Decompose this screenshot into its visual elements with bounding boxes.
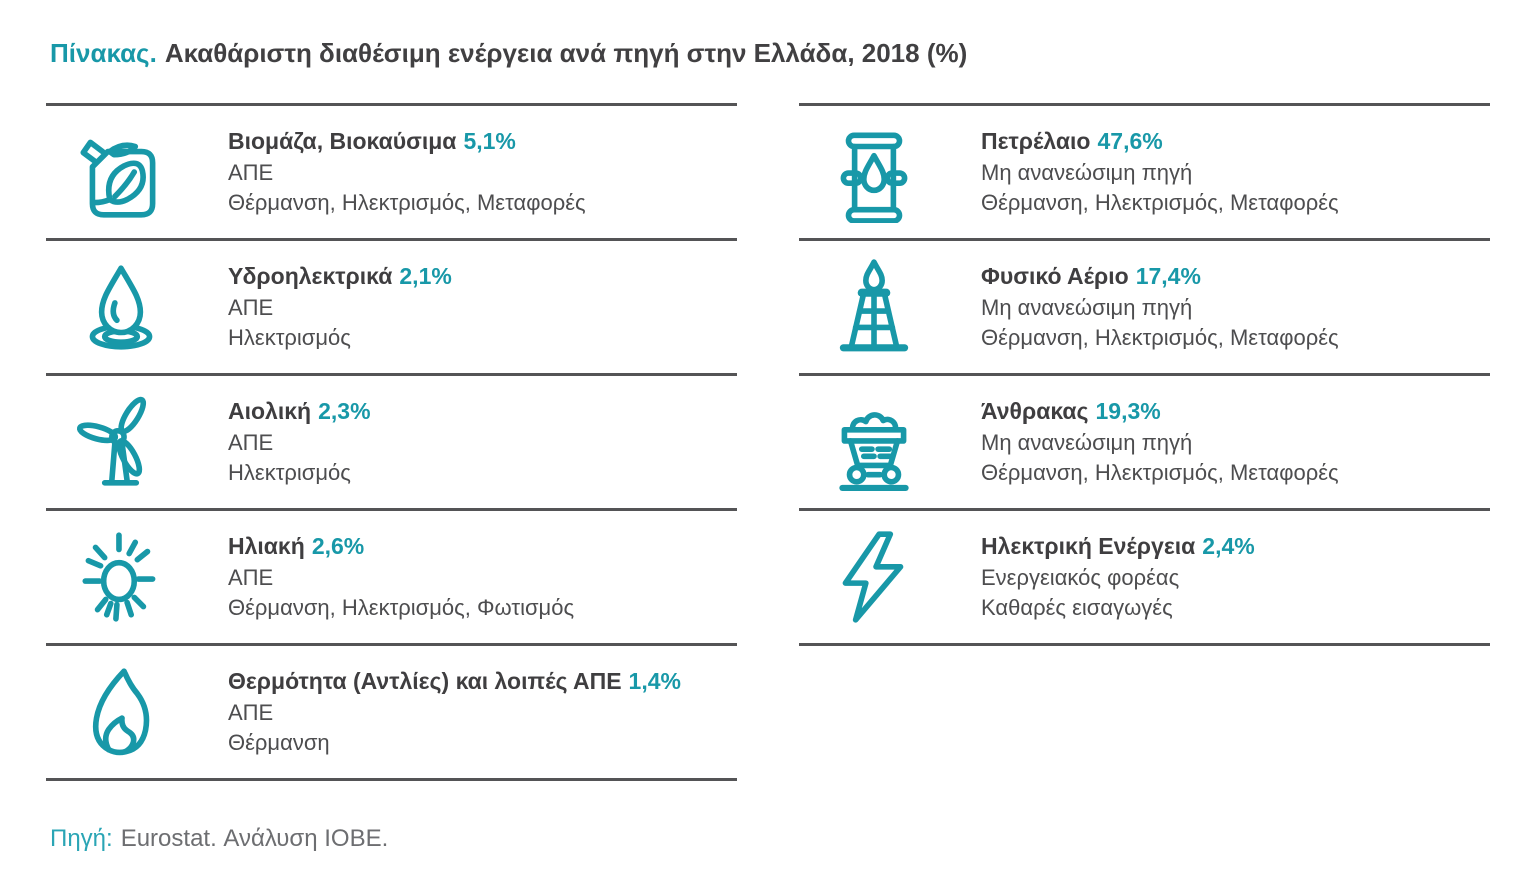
page-title: Πίνακας. Ακαθάριστη διαθέσιμη ενέργεια αν… [50,38,1490,69]
energy-name: Πετρέλαιο [981,128,1091,154]
energy-value: 2,6% [311,533,365,559]
energy-row: Άνθρακας 19,3% Μη ανανεώσιμη πηγή Θέρμανση,… [799,373,1490,508]
energy-name-line: Πετρέλαιο 47,6% [981,126,1339,156]
energy-uses: Θέρμανση, Ηλεκτρισμός, Φωτισμός [228,595,575,620]
source-note: Πηγή: Eurostat. Ανάλυση ΙΟΒΕ. [50,825,1490,853]
energy-table: Βιομάζα, Βιοκαύσιμα 5,1% ΑΠΕ Θέρμανση, Ηλεκ… [46,103,1490,781]
energy-name-line: Αιολική 2,3% [228,396,371,426]
energy-row: Βιομάζα, Βιοκαύσιμα 5,1% ΑΠΕ Θέρμανση, Ηλεκ… [46,103,737,238]
column-non-renewables: Πετρέλαιο 47,6% Μη ανανεώσιμη πηγή Θέρμανση… [799,103,1490,646]
energy-name: Αιολική [228,398,312,424]
energy-value: 47,6% [1097,128,1163,154]
energy-row: Θερμότητα (Αντλίες) και λοιπές ΑΠΕ 1,4% ΑΠ… [46,643,737,778]
energy-name: Θερμότητα (Αντλίες) και λοιπές ΑΠΕ [228,668,622,694]
biofuel-canister-icon [46,121,196,223]
energy-value: 5,1% [463,128,516,154]
oil-barrel-icon [799,121,949,223]
energy-category: Μη ανανεώσιμη πηγή [981,160,1193,185]
energy-uses: Θέρμανση, Ηλεκτρισμός, Μεταφορές [981,460,1339,485]
flame-icon [46,661,196,763]
energy-name-line: Βιομάζα, Βιοκαύσιμα 5,1% [228,126,586,156]
energy-row: Ηλιακή 2,6% ΑΠΕ Θέρμανση, Ηλεκτρισμός, Φωτι… [46,508,737,643]
energy-row: Φυσικό Αέριο 17,4% Μη ανανεώσιμη πηγή Θέρμα… [799,238,1490,373]
energy-sources-figure: Πίνακας. Ακαθάριστη διαθέσιμη ενέργεια αν… [46,38,1490,853]
energy-value: 19,3% [1095,398,1161,424]
energy-value: 2,3% [318,398,371,424]
energy-name-line: Ηλεκτρική Ενέργεια 2,4% [981,531,1255,561]
energy-uses: Θέρμανση, Ηλεκτρισμός, Μεταφορές [981,190,1339,215]
energy-name-line: Φυσικό Αέριο 17,4% [981,261,1339,291]
source-label: Πηγή: [50,825,113,852]
energy-name: Ηλιακή [228,533,305,559]
column-renewables: Βιομάζα, Βιοκαύσιμα 5,1% ΑΠΕ Θέρμανση, Ηλεκ… [46,103,737,781]
energy-value: 2,4% [1202,533,1255,559]
energy-name: Υδροηλεκτρικά [228,263,393,289]
energy-uses: Ηλεκτρισμός [228,460,351,485]
energy-value: 2,1% [399,263,452,289]
source-text: Eurostat. Ανάλυση ΙΟΒΕ. [120,825,389,852]
energy-row: Πετρέλαιο 47,6% Μη ανανεώσιμη πηγή Θέρμανση… [799,103,1490,238]
energy-uses: Καθαρές εισαγωγές [981,595,1173,620]
energy-name-line: Θερμότητα (Αντλίες) και λοιπές ΑΠΕ 1,4% [228,666,681,696]
energy-category: Μη ανανεώσιμη πηγή [981,295,1193,320]
energy-row: Αιολική 2,3% ΑΠΕ Ηλεκτρισμός [46,373,737,508]
energy-name-line: Υδροηλεκτρικά 2,1% [228,261,452,291]
energy-category: Μη ανανεώσιμη πηγή [981,430,1193,455]
energy-category: ΑΠΕ [228,160,274,185]
energy-value: 17,4% [1135,263,1201,289]
energy-uses: Θέρμανση, Ηλεκτρισμός, Μεταφορές [981,325,1339,350]
energy-name: Ηλεκτρική Ενέργεια [981,533,1196,559]
energy-uses: Θέρμανση, Ηλεκτρισμός, Μεταφορές [228,190,586,215]
energy-category: ΑΠΕ [228,565,274,590]
energy-name: Βιομάζα, Βιοκαύσιμα [228,128,457,154]
energy-name: Άνθρακας [981,398,1089,424]
energy-uses: Ηλεκτρισμός [228,325,351,350]
title-label: Πίνακας. [50,38,157,68]
sun-icon [46,526,196,628]
energy-name: Φυσικό Αέριο [981,263,1129,289]
gas-derrick-icon [799,256,949,358]
energy-row: Υδροηλεκτρικά 2,1% ΑΠΕ Ηλεκτρισμός [46,238,737,373]
energy-category: Ενεργειακός φορέας [981,565,1180,590]
energy-row: Ηλεκτρική Ενέργεια 2,4% Ενεργειακός φορέας… [799,508,1490,643]
energy-category: ΑΠΕ [228,430,274,455]
title-text: Ακαθάριστη διαθέσιμη ενέργεια ανά πηγή σ… [164,38,968,68]
energy-category: ΑΠΕ [228,295,274,320]
energy-name-line: Άνθρακας 19,3% [981,396,1339,426]
coal-cart-icon [799,391,949,493]
water-drop-icon [46,256,196,358]
wind-turbine-icon [46,391,196,493]
lightning-bolt-icon [799,526,949,628]
energy-value: 1,4% [628,668,681,694]
energy-name-line: Ηλιακή 2,6% [228,531,574,561]
energy-category: ΑΠΕ [228,700,274,725]
energy-uses: Θέρμανση [228,730,330,755]
